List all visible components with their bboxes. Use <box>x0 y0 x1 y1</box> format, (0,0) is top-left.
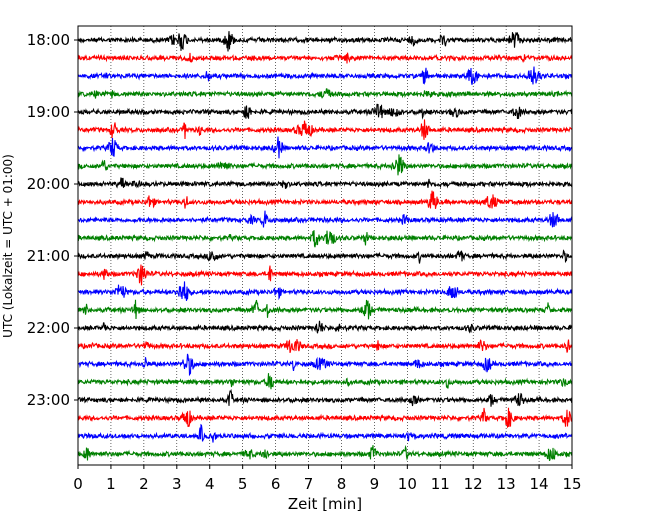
x-tick-label: 15 <box>562 475 581 493</box>
x-tick-label: 4 <box>205 475 215 493</box>
trace-1845 <box>77 88 573 99</box>
x-tick-label: 6 <box>271 475 281 493</box>
trace-1915 <box>77 119 573 140</box>
y-tick-label: 19:00 <box>27 103 70 121</box>
trace-2115 <box>77 264 573 286</box>
y-tick-label: 23:00 <box>27 391 70 409</box>
trace-1900 <box>77 103 573 120</box>
x-tick-label: 7 <box>304 475 314 493</box>
x-tick-label: 10 <box>398 475 417 493</box>
trace-2000 <box>77 177 573 189</box>
trace-1930 <box>77 136 573 159</box>
trace-2330 <box>77 423 573 443</box>
y-axis-label: UTC (Lokalzeit = UTC + 01:00) <box>1 154 15 338</box>
trace-1945 <box>77 154 573 176</box>
y-tick-label: 20:00 <box>27 175 70 193</box>
traces <box>77 31 573 462</box>
trace-2145 <box>77 299 573 320</box>
trace-2230 <box>77 353 573 377</box>
trace-2130 <box>77 281 573 301</box>
trace-2100 <box>77 249 573 264</box>
plot-frame <box>77 25 573 466</box>
x-tick-label: 2 <box>139 475 149 493</box>
trace-2245 <box>77 373 573 390</box>
trace-2215 <box>77 339 573 354</box>
x-tick-label: 5 <box>238 475 248 493</box>
x-tick-label: 3 <box>172 475 182 493</box>
x-axis-ticks: 0 1 2 3 4 5 6 7 8 9 10 11 12 13 14 15 <box>73 465 582 493</box>
y-axis-ticks: 18:00 19:00 20:00 21:00 22:00 23:00 <box>27 31 78 409</box>
trace-2030 <box>77 210 573 228</box>
x-tick-label: 12 <box>464 475 483 493</box>
x-tick-label: 14 <box>530 475 549 493</box>
y-tick-label: 18:00 <box>27 31 70 49</box>
x-tick-label: 8 <box>337 475 347 493</box>
x-tick-label: 13 <box>497 475 516 493</box>
trace-2300 <box>77 388 573 407</box>
y-tick-label: 22:00 <box>27 319 70 337</box>
x-tick-label: 9 <box>370 475 380 493</box>
trace-1830 <box>77 66 573 86</box>
trace-2015 <box>77 190 573 209</box>
x-tick-label: 11 <box>431 475 450 493</box>
trace-1800 <box>77 31 573 52</box>
x-axis-label: Zeit [min] <box>288 495 362 513</box>
trace-2200 <box>77 320 573 334</box>
trace-1815 <box>77 52 573 64</box>
y-tick-label: 21:00 <box>27 247 70 265</box>
trace-2315 <box>77 407 573 429</box>
x-tick-label: 1 <box>106 475 116 493</box>
trace-2345 <box>77 444 573 462</box>
x-tick-label: 0 <box>73 475 83 493</box>
trace-2045 <box>77 230 573 248</box>
